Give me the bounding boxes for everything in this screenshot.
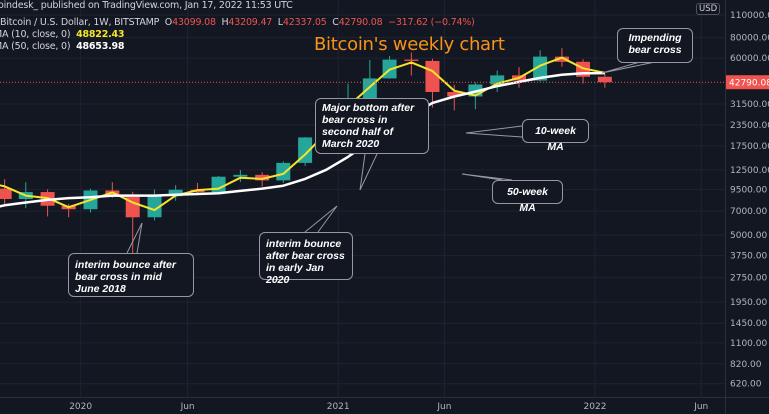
pointer-major-bottom	[359, 153, 378, 191]
currency-badge[interactable]: USD	[696, 3, 721, 15]
price-tick-label: 5000.00	[730, 231, 767, 241]
annotation-10-week-ma: 10-week MA	[522, 119, 589, 153]
ma50-legend[interactable]: MA (50, close, 0) 48653.98	[0, 41, 125, 52]
high-value: 43209.47	[228, 17, 273, 28]
open-value: 43099.08	[172, 17, 216, 28]
chart-title: Bitcoin's weekly chart	[314, 34, 505, 55]
high-label: H	[221, 17, 229, 28]
pointer-10-week-ma	[465, 125, 523, 138]
price-tick-label: 1950.00	[730, 298, 767, 308]
candle-body	[125, 196, 140, 218]
price-tick-label: 80000.00	[730, 34, 769, 44]
ma10-value: 48822.43	[76, 29, 125, 40]
symbol-legend: Bitcoin / U.S. Dollar, 1W, BITSTAMP O430…	[0, 17, 475, 28]
annotation-bounce-june-2018: interim bounce after bear cross in mid J…	[68, 253, 194, 297]
annotation-50-week-ma: 50-week MA	[492, 180, 563, 214]
candle-body	[105, 190, 120, 197]
annotation-major-bottom: Major bottom after bear cross in second …	[315, 98, 429, 154]
candle-body	[168, 189, 183, 197]
price-tick-label: 110000.00	[730, 11, 769, 21]
price-tick-label: 3750.00	[730, 252, 767, 262]
candle-body	[490, 75, 505, 85]
candle-body	[0, 188, 12, 199]
time-tick-label: 2021	[327, 402, 350, 412]
candle-body	[147, 196, 162, 218]
low-label: L	[277, 17, 283, 28]
price-tick-label: 7000.00	[730, 207, 767, 217]
pointer-impending-bear-cross	[601, 61, 656, 74]
time-tick-label: Jun	[693, 402, 708, 412]
candle-body	[255, 174, 270, 181]
price-tick-label: 820.00	[730, 360, 762, 370]
price-tick-label: 620.00	[730, 380, 762, 390]
price-tick-label: 60000.00	[730, 54, 769, 64]
ma10-label: MA (10, close, 0)	[0, 29, 71, 40]
annotation-bounce-jan-2020: interim bounce after bear cross in early…	[259, 232, 353, 286]
close-value: 42790.08	[338, 17, 383, 28]
ma50-value: 48653.98	[76, 41, 125, 52]
ma10-legend[interactable]: MA (10, close, 0) 48822.43	[0, 29, 125, 40]
price-tick-label: 9500.00	[730, 185, 767, 195]
time-tick-label: 2020	[69, 402, 92, 412]
last-price-label: 42790.08	[729, 79, 769, 89]
candle-body	[276, 162, 291, 181]
open-label: O	[164, 17, 173, 28]
price-tick-label: 31500.00	[730, 100, 769, 110]
candle-body	[597, 76, 612, 83]
price-tick-label: 12500.00	[730, 166, 769, 176]
price-tick-label: 1450.00	[730, 319, 767, 329]
change-value: −317.62 (−0.74%)	[388, 17, 475, 28]
low-value: 42337.05	[282, 17, 327, 28]
candle-body	[233, 174, 248, 177]
last-price-badge	[726, 75, 769, 90]
pointer-bounce-june-2018	[126, 222, 143, 254]
pointer-bounce-jan-2020	[304, 205, 338, 233]
annotation-impending-bear-cross: Impending bear cross	[617, 28, 693, 63]
candle-body	[554, 56, 569, 62]
time-tick-label: Jun	[180, 402, 195, 412]
candle-body	[447, 92, 462, 97]
price-tick-label: 17500.00	[730, 142, 769, 152]
price-tick-label: 23500.00	[730, 121, 769, 131]
symbol-name[interactable]: Bitcoin / U.S. Dollar, 1W, BITSTAMP	[0, 17, 160, 28]
time-tick-label: Jun	[436, 402, 451, 412]
time-tick-label: 2022	[584, 402, 607, 412]
close-label: C	[332, 17, 339, 28]
price-tick-label: 2750.00	[730, 274, 767, 284]
candle-body	[533, 56, 548, 81]
ma10-line	[0, 56, 606, 212]
candle-body	[404, 59, 419, 61]
price-tick-label: 1100.00	[730, 339, 767, 349]
pointer-50-week-ma	[461, 173, 513, 181]
ma50-label: MA (50, close, 0)	[0, 41, 71, 52]
publisher-line: oindesk_ published on TradingView.com, J…	[0, 0, 293, 11]
